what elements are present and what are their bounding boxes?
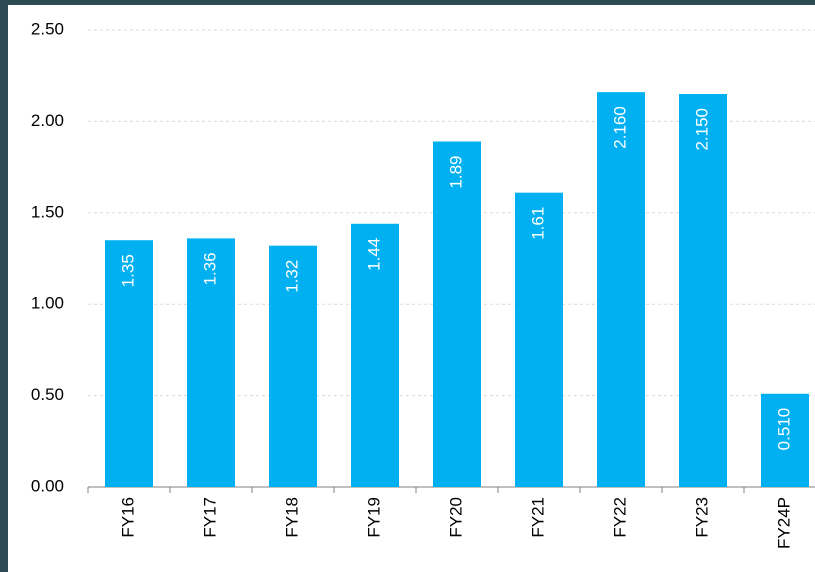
x-tick-label: FY19	[364, 497, 383, 538]
top-border	[0, 0, 815, 5]
bar	[105, 240, 153, 487]
bar	[597, 92, 645, 487]
bar	[515, 192, 563, 487]
data-label: 2.160	[610, 106, 629, 149]
left-border	[0, 0, 8, 572]
x-tick-label: FY20	[446, 497, 465, 538]
bar	[187, 238, 235, 487]
y-tick-label: 2.00	[31, 111, 64, 130]
data-label: 0.510	[774, 408, 793, 451]
bar	[679, 93, 727, 487]
y-tick-label: 2.50	[31, 19, 64, 38]
x-tick-label: FY16	[118, 497, 137, 538]
y-tick-label: 1.50	[31, 202, 64, 221]
x-tick-label: FY24P	[774, 497, 793, 549]
data-label: 1.61	[528, 207, 547, 240]
x-tick-label: FY21	[528, 497, 547, 538]
bar	[351, 223, 399, 487]
bar	[269, 245, 317, 487]
data-label: 1.35	[118, 254, 137, 287]
x-tick-label: FY22	[610, 497, 629, 538]
data-label: 2.150	[692, 108, 711, 151]
y-tick-label: 1.00	[31, 294, 64, 313]
y-tick-label: 0.50	[31, 385, 64, 404]
bar	[433, 141, 481, 487]
data-label: 1.36	[200, 252, 219, 285]
x-tick-label: FY23	[692, 497, 711, 538]
bar	[761, 393, 809, 487]
data-label: 1.44	[364, 238, 383, 271]
x-tick-label: FY18	[282, 497, 301, 538]
data-label: 1.32	[282, 260, 301, 293]
data-label: 1.89	[446, 156, 465, 189]
y-tick-label: 0.00	[31, 476, 64, 495]
x-tick-label: FY17	[200, 497, 219, 538]
